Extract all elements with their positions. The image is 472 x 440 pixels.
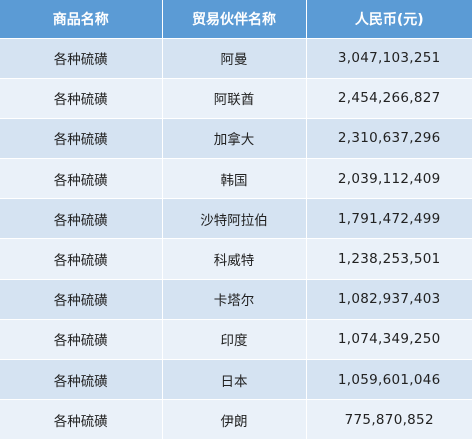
cell-partner: 科威特: [162, 238, 307, 280]
cell-commodity: 各种硫磺: [0, 118, 163, 160]
cell-partner: 阿曼: [162, 38, 307, 79]
cell-commodity: 各种硫磺: [0, 38, 163, 79]
cell-partner: 沙特阿拉伯: [162, 198, 307, 240]
cell-partner: 加拿大: [162, 118, 307, 160]
table-row: 各种硫磺 加拿大 2,310,637,296: [0, 118, 472, 160]
table-row: 各种硫磺 科威特 1,238,253,501: [0, 238, 472, 280]
cell-rmb-value: 2,454,266,827: [306, 78, 472, 119]
cell-rmb-value: 3,047,103,251: [306, 38, 472, 79]
table-row: 各种硫磺 日本 1,059,601,046: [0, 359, 472, 401]
table-row: 各种硫磺 印度 1,074,349,250: [0, 319, 472, 361]
header-row: 商品名称 贸易伙伴名称 人民币(元): [0, 0, 472, 39]
table-row: 各种硫磺 沙特阿拉伯 1,791,472,499: [0, 198, 472, 240]
table-row: 各种硫磺 韩国 2,039,112,409: [0, 158, 472, 200]
table-body: 各种硫磺 阿曼 3,047,103,251 各种硫磺 阿联酋 2,454,266…: [0, 38, 472, 440]
cell-commodity: 各种硫磺: [0, 399, 163, 440]
table-row: 各种硫磺 阿联酋 2,454,266,827: [0, 78, 472, 119]
cell-rmb-value: 1,791,472,499: [306, 198, 472, 240]
table-row: 各种硫磺 卡塔尔 1,082,937,403: [0, 279, 472, 320]
cell-rmb-value: 2,310,637,296: [306, 118, 472, 160]
header-rmb-value: 人民币(元): [306, 0, 472, 39]
cell-partner: 伊朗: [162, 399, 307, 440]
cell-commodity: 各种硫磺: [0, 359, 163, 401]
cell-rmb-value: 2,039,112,409: [306, 158, 472, 200]
header-partner-name: 贸易伙伴名称: [162, 0, 307, 39]
table-row: 各种硫磺 伊朗 775,870,852: [0, 399, 472, 440]
cell-commodity: 各种硫磺: [0, 279, 163, 320]
cell-commodity: 各种硫磺: [0, 238, 163, 280]
cell-partner: 印度: [162, 319, 307, 361]
cell-commodity: 各种硫磺: [0, 198, 163, 240]
cell-commodity: 各种硫磺: [0, 319, 163, 361]
cell-partner: 日本: [162, 359, 307, 401]
cell-partner: 阿联酋: [162, 78, 307, 119]
cell-rmb-value: 775,870,852: [306, 399, 472, 440]
cell-rmb-value: 1,074,349,250: [306, 319, 472, 361]
table-row: 各种硫磺 阿曼 3,047,103,251: [0, 38, 472, 79]
cell-rmb-value: 1,082,937,403: [306, 279, 472, 320]
cell-rmb-value: 1,059,601,046: [306, 359, 472, 401]
table-header: 商品名称 贸易伙伴名称 人民币(元): [0, 0, 472, 39]
cell-rmb-value: 1,238,253,501: [306, 238, 472, 280]
header-commodity-name: 商品名称: [0, 0, 163, 39]
cell-partner: 卡塔尔: [162, 279, 307, 320]
cell-commodity: 各种硫磺: [0, 78, 163, 119]
cell-commodity: 各种硫磺: [0, 158, 163, 200]
cell-partner: 韩国: [162, 158, 307, 200]
